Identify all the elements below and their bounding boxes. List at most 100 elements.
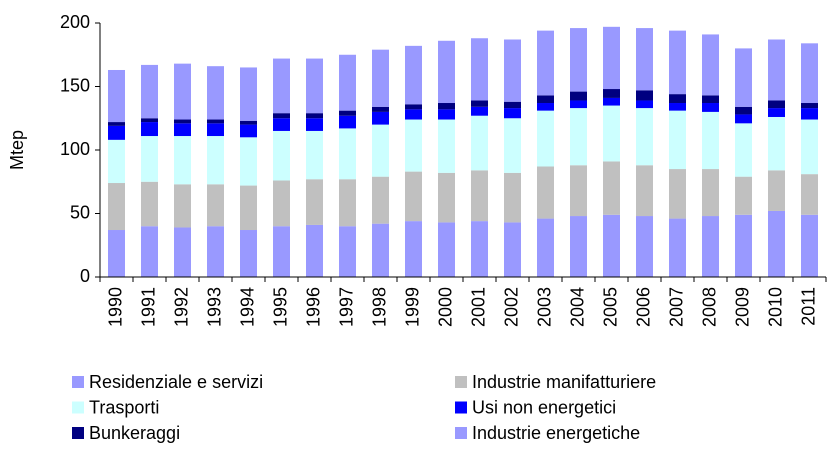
bar-segment xyxy=(141,226,158,277)
bar-segment xyxy=(570,165,587,217)
bar-segment xyxy=(801,103,818,109)
bar-segment xyxy=(537,95,554,104)
bar-segment xyxy=(339,226,356,277)
legend-swatch xyxy=(455,427,467,439)
x-tick-label: 1993 xyxy=(204,287,224,327)
bar-segment xyxy=(504,101,521,109)
bar-segment xyxy=(537,110,554,167)
bar-segment xyxy=(438,109,455,120)
bar-segment xyxy=(405,221,422,277)
bar-segment xyxy=(240,185,257,231)
legend-swatch xyxy=(455,376,467,388)
bar-segment xyxy=(603,105,620,162)
legend-swatch xyxy=(72,376,84,388)
bar-segment xyxy=(207,136,224,185)
legend-label: Trasporti xyxy=(89,397,159,417)
legend-swatch xyxy=(72,427,84,439)
bar-segment xyxy=(504,172,521,223)
bar-segment xyxy=(108,230,125,277)
y-tick-label: 100 xyxy=(60,139,90,159)
x-tick-label: 1990 xyxy=(105,287,125,327)
bar-segment xyxy=(669,218,686,277)
bar-segment xyxy=(240,230,257,277)
bar-segment xyxy=(537,103,554,111)
legend-label: Residenziale e servizi xyxy=(89,372,263,392)
bar-segment xyxy=(273,226,290,277)
bar-segment xyxy=(504,39,521,102)
x-tick-label: 2000 xyxy=(435,287,455,327)
bar-segment xyxy=(537,218,554,277)
bar-segment xyxy=(306,113,323,119)
x-tick-label: 2003 xyxy=(534,287,554,327)
bar-segment xyxy=(207,123,224,137)
bar-segment xyxy=(405,104,422,110)
bar-segment xyxy=(669,30,686,95)
bar-segment xyxy=(768,116,785,171)
bar-segment xyxy=(504,108,521,119)
bar-segment xyxy=(141,118,158,123)
x-tick-label: 1992 xyxy=(171,287,191,327)
y-axis-label: Mtep xyxy=(7,130,27,170)
bar-segment xyxy=(801,119,818,175)
y-tick-label: 50 xyxy=(70,202,90,222)
y-tick-label: 200 xyxy=(60,12,90,32)
bar-segment xyxy=(438,103,455,110)
bar-segment xyxy=(108,122,125,126)
x-tick-label: 2007 xyxy=(666,287,686,327)
bar-segment xyxy=(669,110,686,170)
bar-segment xyxy=(570,108,587,166)
y-tick-label: 150 xyxy=(60,75,90,95)
bar-segment xyxy=(504,222,521,277)
bar-segment xyxy=(108,183,125,231)
bar-segment xyxy=(702,216,719,277)
bar-segment xyxy=(471,115,488,171)
bar-segment xyxy=(570,100,587,109)
bar-segment xyxy=(240,137,257,186)
bar-segment xyxy=(141,181,158,227)
bar-segment xyxy=(768,108,785,117)
bar-segment xyxy=(702,95,719,104)
bar-segment xyxy=(768,210,785,277)
legend-label: Bunkeraggi xyxy=(89,423,180,443)
bar-segment xyxy=(603,214,620,277)
bar-segment xyxy=(372,106,389,112)
legend-label: Industrie energetiche xyxy=(472,423,640,443)
bar-segment xyxy=(471,221,488,277)
bar-segment xyxy=(801,108,818,120)
bar-segment xyxy=(702,169,719,217)
bar-segment xyxy=(405,171,422,222)
bar-segment xyxy=(339,115,356,129)
x-tick-label: 1997 xyxy=(336,287,356,327)
bar-segment xyxy=(207,226,224,277)
x-tick-label: 1991 xyxy=(138,287,158,327)
bar-segment xyxy=(603,161,620,215)
bar-segment xyxy=(603,97,620,106)
bar-segment xyxy=(636,165,653,217)
bar-segment xyxy=(438,119,455,173)
bar-segment xyxy=(273,58,290,114)
bar-segment xyxy=(306,224,323,277)
x-tick-label: 1999 xyxy=(402,287,422,327)
bar-segment xyxy=(273,118,290,131)
bar-segment xyxy=(438,222,455,277)
bar-segment xyxy=(504,118,521,173)
y-tick-label: 0 xyxy=(80,266,90,286)
bar-segment xyxy=(273,180,290,227)
x-tick-label: 2002 xyxy=(501,287,521,327)
x-tick-label: 2001 xyxy=(468,287,488,327)
legend-swatch xyxy=(455,401,467,414)
bar-segment xyxy=(801,43,818,104)
x-tick-label: 2004 xyxy=(567,287,587,327)
bar-segment xyxy=(240,67,257,121)
bar-segment xyxy=(207,66,224,120)
bar-segment xyxy=(768,170,785,211)
bar-segment xyxy=(273,130,290,181)
bar-segment xyxy=(471,100,488,107)
bar-segment xyxy=(372,124,389,177)
bar-segment xyxy=(636,108,653,166)
bar-segment xyxy=(471,170,488,222)
legend-label: Usi non energetici xyxy=(472,397,616,417)
bar-segment xyxy=(372,49,389,107)
bar-segment xyxy=(801,174,818,215)
bar-segment xyxy=(636,90,653,101)
